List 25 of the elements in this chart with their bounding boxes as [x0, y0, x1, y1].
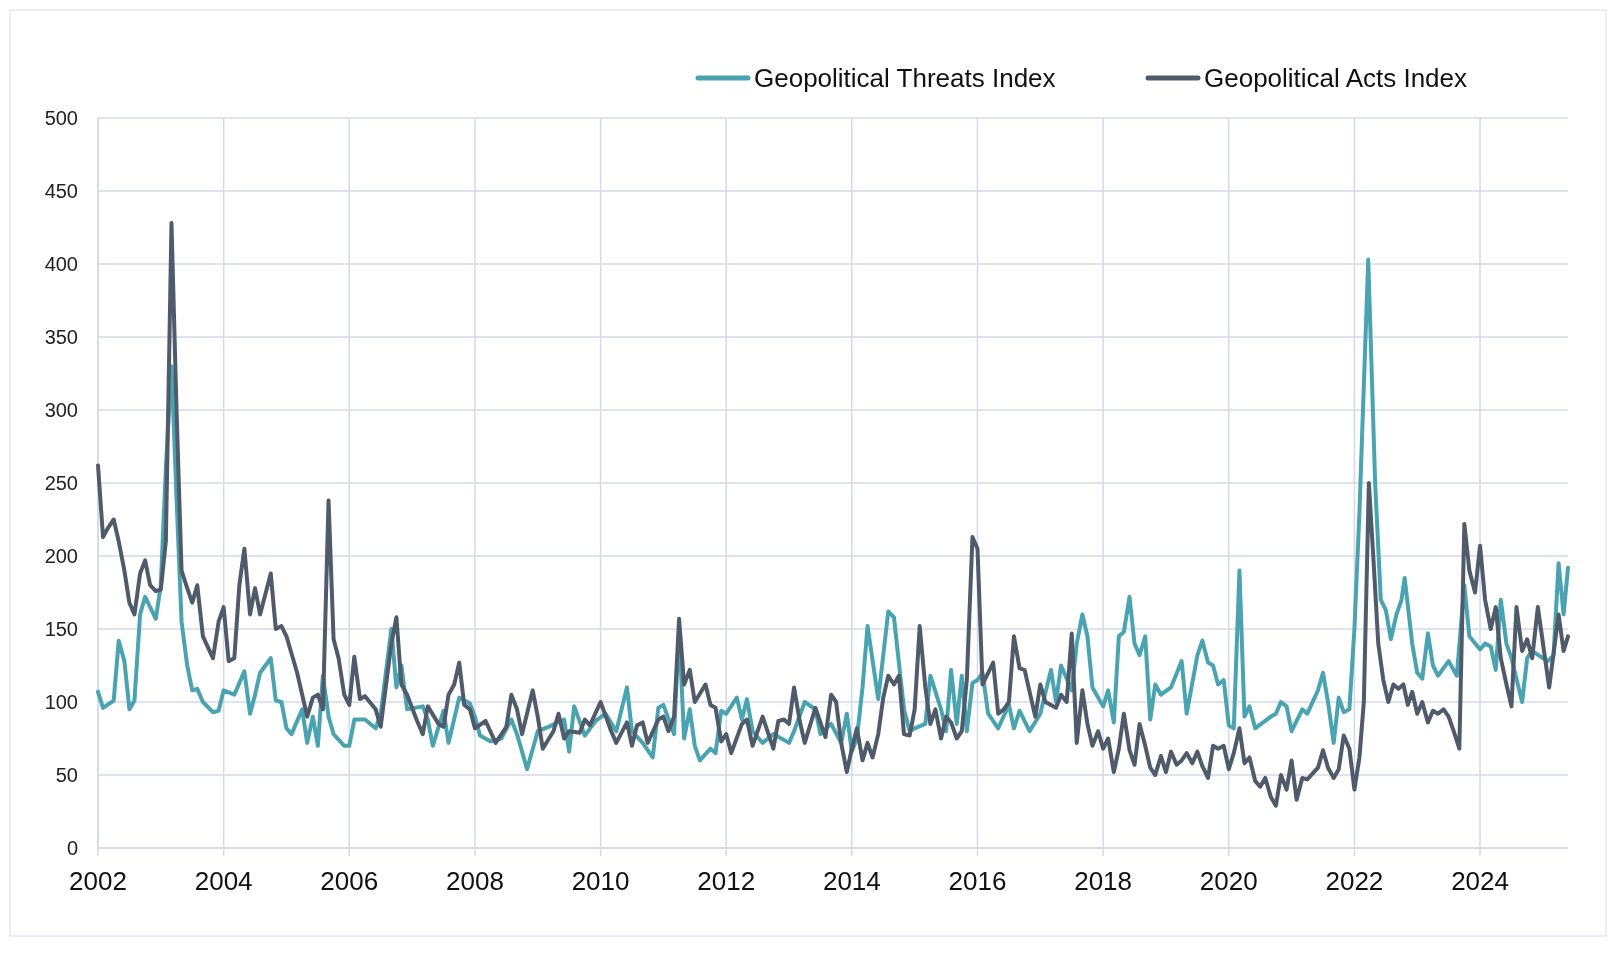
- y-tick-label: 50: [55, 764, 78, 786]
- y-tick-label: 350: [44, 326, 78, 348]
- legend-label: Geopolitical Threats Index: [754, 63, 1056, 94]
- y-tick-label: 300: [44, 399, 78, 421]
- y-tick-label: 500: [44, 107, 78, 129]
- x-tick-label: 2020: [1199, 866, 1258, 896]
- y-tick-label: 0: [66, 837, 78, 859]
- x-tick-label: 2006: [320, 866, 379, 896]
- legend-label: Geopolitical Acts Index: [1204, 63, 1468, 94]
- x-tick-label: 2002: [69, 866, 127, 896]
- y-tick-label: 200: [44, 545, 78, 567]
- y-tick-label: 400: [44, 253, 78, 275]
- x-tick-label: 2016: [948, 866, 1007, 896]
- x-tick-label: 2010: [571, 866, 630, 896]
- x-tick-label: 2014: [822, 866, 881, 896]
- x-tick-label: 2012: [697, 866, 756, 896]
- x-tick-label: 2004: [194, 866, 253, 896]
- x-tick-label: 2022: [1325, 866, 1384, 896]
- x-tick-label: 2008: [446, 866, 504, 896]
- x-tick-label: 2018: [1074, 866, 1133, 896]
- y-tick-label: 100: [44, 691, 78, 713]
- y-tick-label: 250: [44, 472, 78, 494]
- y-tick-label: 450: [44, 180, 78, 202]
- y-tick-label: 150: [44, 618, 78, 640]
- x-tick-label: 2024: [1451, 866, 1509, 896]
